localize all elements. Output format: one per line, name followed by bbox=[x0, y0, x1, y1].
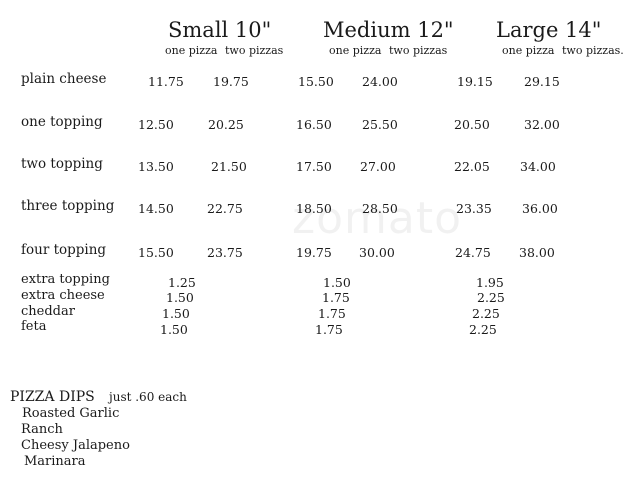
large-one-pizza-label: one pizza bbox=[502, 44, 555, 57]
extra-price-cell: 1.50 bbox=[166, 290, 194, 305]
small-two-pizzas-label: two pizzas bbox=[225, 44, 284, 57]
price-cell: 27.00 bbox=[360, 159, 396, 174]
zomato-watermark: zomato bbox=[292, 193, 463, 244]
row-label-four-topping: four topping bbox=[21, 242, 107, 258]
dip-item: Roasted Garlic bbox=[22, 406, 120, 421]
price-cell: 18.50 bbox=[296, 201, 332, 216]
large-two-pizzas-label: two pizzas. bbox=[562, 44, 624, 57]
price-cell: 21.50 bbox=[211, 159, 247, 174]
extra-label-extra-cheese: extra cheese bbox=[21, 288, 105, 303]
price-cell: 22.75 bbox=[207, 201, 243, 216]
extra-label-cheddar: cheddar bbox=[21, 304, 75, 319]
price-cell: 12.50 bbox=[138, 117, 174, 132]
price-cell: 23.75 bbox=[207, 245, 243, 260]
extra-price-cell: 2.25 bbox=[477, 290, 505, 305]
price-cell: 28.50 bbox=[362, 201, 398, 216]
dip-item: Ranch bbox=[21, 422, 63, 437]
price-cell: 38.00 bbox=[519, 245, 555, 260]
extra-label-extra-topping: extra topping bbox=[21, 272, 110, 287]
extra-price-cell: 1.75 bbox=[318, 306, 346, 321]
price-cell: 20.25 bbox=[208, 117, 244, 132]
price-cell: 36.00 bbox=[522, 201, 558, 216]
price-cell: 15.50 bbox=[138, 245, 174, 260]
price-cell: 11.75 bbox=[148, 74, 184, 89]
medium-one-pizza-label: one pizza bbox=[329, 44, 382, 57]
size-heading-large: Large 14" bbox=[496, 18, 602, 42]
price-cell: 24.00 bbox=[362, 74, 398, 89]
price-cell: 13.50 bbox=[138, 159, 174, 174]
extra-label-feta: feta bbox=[21, 319, 47, 334]
row-label-two-topping: two topping bbox=[21, 156, 103, 172]
dip-item: Cheesy Jalapeno bbox=[21, 438, 130, 453]
dips-title: PIZZA DIPS bbox=[10, 389, 95, 405]
row-label-one-topping: one topping bbox=[21, 114, 103, 130]
extra-price-cell: 1.25 bbox=[168, 275, 196, 290]
extra-price-cell: 1.75 bbox=[315, 322, 343, 337]
price-cell: 25.50 bbox=[362, 117, 398, 132]
size-heading-small: Small 10" bbox=[168, 18, 272, 42]
dip-item: Marinara bbox=[24, 454, 86, 469]
extra-price-cell: 2.25 bbox=[472, 306, 500, 321]
extra-price-cell: 2.25 bbox=[469, 322, 497, 337]
price-cell: 23.35 bbox=[456, 201, 492, 216]
price-cell: 17.50 bbox=[296, 159, 332, 174]
price-cell: 20.50 bbox=[454, 117, 490, 132]
extra-price-cell: 1.50 bbox=[162, 306, 190, 321]
row-label-three-topping: three topping bbox=[21, 198, 115, 214]
dips-price-note: just .60 each bbox=[109, 390, 187, 404]
price-cell: 15.50 bbox=[298, 74, 334, 89]
price-cell: 19.75 bbox=[296, 245, 332, 260]
extra-price-cell: 1.50 bbox=[160, 322, 188, 337]
price-cell: 32.00 bbox=[524, 117, 560, 132]
price-cell: 22.05 bbox=[454, 159, 490, 174]
price-cell: 16.50 bbox=[296, 117, 332, 132]
small-one-pizza-label: one pizza bbox=[165, 44, 218, 57]
price-cell: 19.75 bbox=[213, 74, 249, 89]
price-cell: 14.50 bbox=[138, 201, 174, 216]
extra-price-cell: 1.50 bbox=[323, 275, 351, 290]
extra-price-cell: 1.95 bbox=[476, 275, 504, 290]
price-cell: 24.75 bbox=[455, 245, 491, 260]
price-cell: 34.00 bbox=[520, 159, 556, 174]
extra-price-cell: 1.75 bbox=[322, 290, 350, 305]
price-cell: 19.15 bbox=[457, 74, 493, 89]
medium-two-pizzas-label: two pizzas bbox=[389, 44, 448, 57]
size-heading-medium: Medium 12" bbox=[323, 18, 454, 42]
price-cell: 30.00 bbox=[359, 245, 395, 260]
price-cell: 29.15 bbox=[524, 74, 560, 89]
row-label-plain-cheese: plain cheese bbox=[21, 71, 107, 87]
